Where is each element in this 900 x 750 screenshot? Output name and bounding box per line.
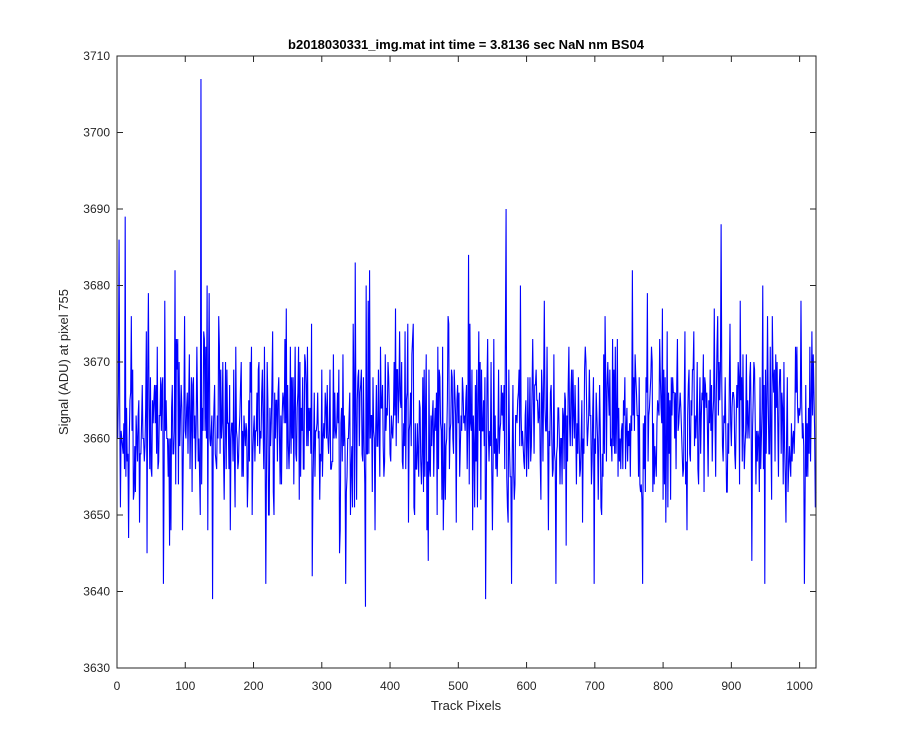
series-line <box>117 78 817 607</box>
x-tick-label: 400 <box>380 679 400 693</box>
y-axis-label: Signal (ADU) at pixel 755 <box>56 289 71 435</box>
x-tick-label: 1000 <box>786 679 813 693</box>
x-tick-label: 0 <box>114 679 121 693</box>
y-tick-label: 3670 <box>83 355 110 369</box>
x-tick-label: 800 <box>653 679 673 693</box>
y-tick-label: 3660 <box>83 432 110 446</box>
x-tick-label: 600 <box>517 679 537 693</box>
y-tick-label: 3640 <box>83 585 110 599</box>
x-tick-label: 700 <box>585 679 605 693</box>
x-axis-label: Track Pixels <box>431 698 502 713</box>
y-tick-label: 3690 <box>83 202 110 216</box>
x-tick-label: 500 <box>448 679 468 693</box>
x-axis: 0 100 200 300 400 500 600 700 800 900 1000 <box>114 56 813 693</box>
x-tick-label: 200 <box>244 679 264 693</box>
x-tick-label: 100 <box>175 679 195 693</box>
y-tick-label: 3630 <box>83 661 110 675</box>
series-layer <box>117 78 817 607</box>
y-tick-label: 3700 <box>83 126 110 140</box>
plot-area <box>117 56 816 668</box>
x-tick-label: 300 <box>312 679 332 693</box>
x-tick-label: 900 <box>721 679 741 693</box>
y-tick-label: 3650 <box>83 508 110 522</box>
chart-title: b2018030331_img.mat int time = 3.8136 se… <box>288 37 645 52</box>
y-tick-label: 3710 <box>83 49 110 63</box>
y-axis: 3630 3640 3650 3660 3670 3680 3690 3700 3710 <box>83 49 816 675</box>
y-tick-label: 3680 <box>83 279 110 293</box>
